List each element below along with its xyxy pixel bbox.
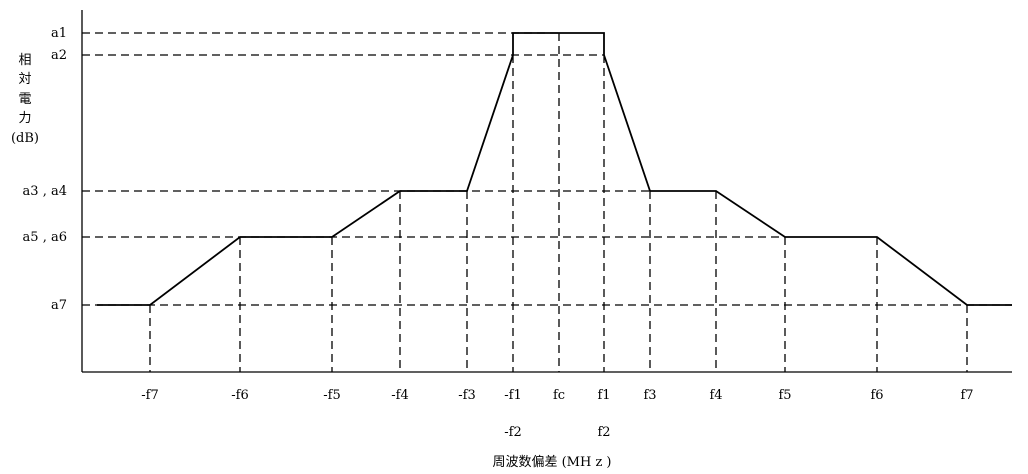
x-tick-sublabel: -f2 [504,425,521,440]
x-tick-label: f6 [870,388,883,403]
x-tick-label: f1 [597,388,610,403]
x-tick-labels: -f7 -f6 -f5 -f4 -f3 -f1 -f2 fc f1 f2 f3 f4 f5 f6 f7 [141,388,973,440]
x-tick-sublabel: f2 [597,425,610,440]
y-axis-title-char: 対 [18,72,31,87]
x-tick-label: -f6 [231,388,248,403]
y-level-label: a2 [51,48,67,63]
y-level-label: a3 , a4 [23,184,67,199]
x-tick-label: f4 [709,388,722,403]
y-level-label: a5 , a6 [23,230,67,245]
axes [81,10,1012,373]
y-axis-title-char: 相 [18,53,31,68]
x-tick-label: f3 [643,388,656,403]
x-tick-label: fc [553,388,565,403]
x-tick-label: f7 [960,388,973,403]
x-tick-label: -f5 [323,388,340,403]
x-tick-label: -f4 [391,388,408,403]
x-axis-title: 周波数偏差 (MH z ) [492,455,611,470]
y-level-labels: a1 a2 a3 , a4 a5 , a6 a7 [23,26,67,313]
spectrum-mask-line [97,32,1012,306]
x-tick-label: -f3 [458,388,475,403]
x-tick-label: -f7 [141,388,158,403]
x-tick-label: -f1 [504,388,521,403]
y-axis-title-char: 力 [18,111,31,126]
y-level-label: a1 [51,26,67,41]
x-tick-label: f5 [778,388,791,403]
y-axis-title: 相 対 電 力 (dB) [11,53,39,146]
y-axis-unit: (dB) [11,131,39,146]
dashed-guide-lines [82,32,1012,372]
y-axis-title-char: 電 [18,92,31,107]
y-level-label: a7 [51,298,67,313]
